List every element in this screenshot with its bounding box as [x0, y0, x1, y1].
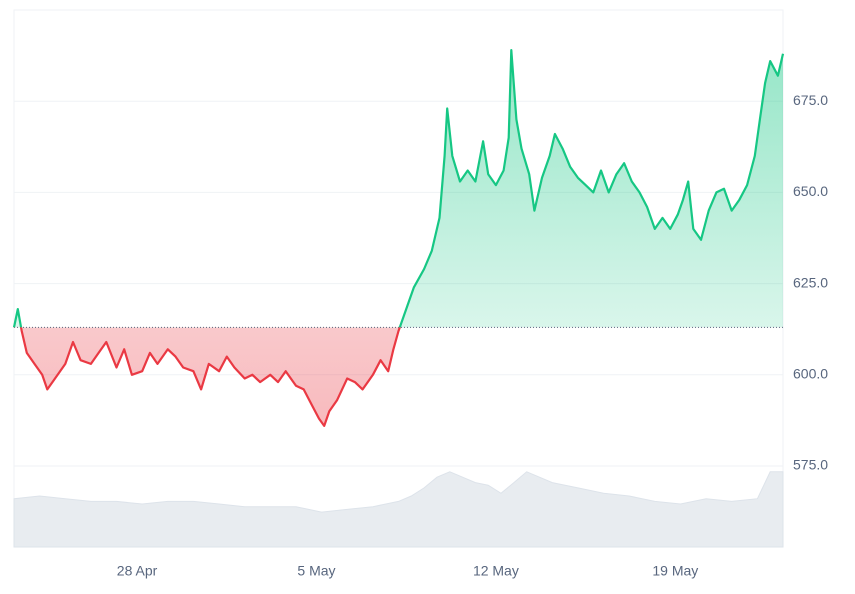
- y-tick-label: 600.0: [793, 366, 828, 382]
- price-line-up: [12, 49, 785, 328]
- volume-area: [13, 471, 784, 548]
- y-tick-label: 675.0: [793, 92, 828, 108]
- area-above: [14, 50, 783, 328]
- y-tick-label: 575.0: [793, 457, 828, 473]
- x-tick-label: 5 May: [297, 563, 335, 579]
- y-tick-label: 625.0: [793, 274, 828, 290]
- price-line-down: [13, 327, 401, 427]
- x-tick-label: 12 May: [473, 563, 519, 579]
- x-tick-label: 19 May: [652, 563, 698, 579]
- x-tick-label: 28 Apr: [117, 563, 158, 579]
- area-below: [14, 327, 783, 426]
- y-tick-label: 650.0: [793, 183, 828, 199]
